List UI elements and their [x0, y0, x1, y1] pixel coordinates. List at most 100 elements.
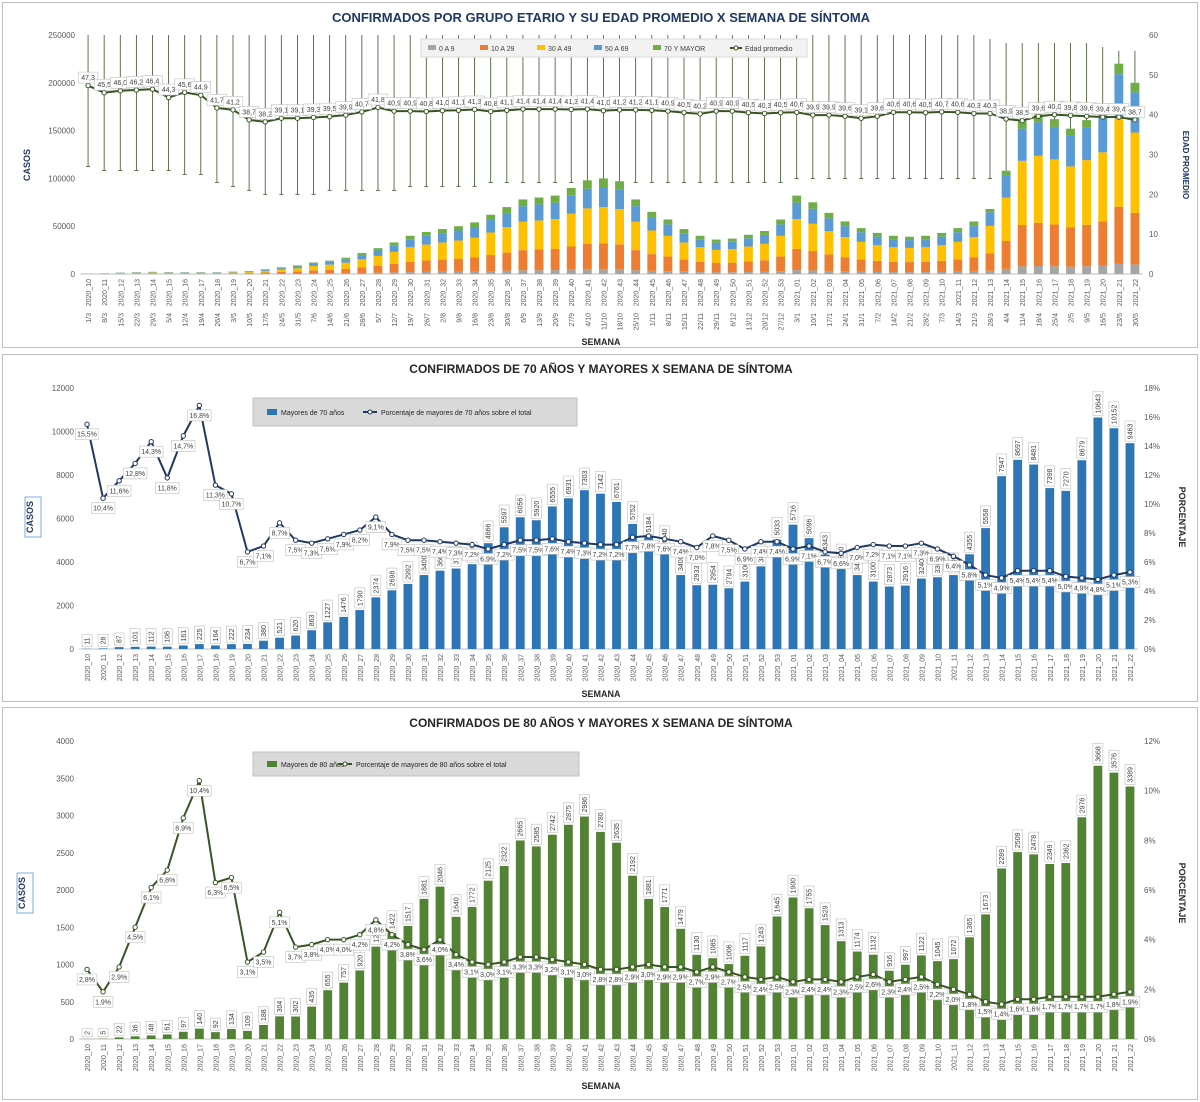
bar-segment-50-a-69: [470, 227, 480, 238]
x-tick-date: 28/2: [924, 313, 931, 327]
over-80-bar: [403, 925, 413, 1039]
age-average-label: 41,4: [516, 99, 530, 106]
age-average-point: [906, 109, 913, 115]
over-80-percentage-point: [148, 884, 154, 891]
bar-segment-10-a-29: [244, 273, 254, 274]
over-80-percentage-label: 2,5%: [913, 984, 929, 991]
bar-segment-50-a-69: [534, 204, 544, 221]
x-tick-week: 2020_50: [727, 1044, 734, 1071]
chart-70-plus-svg: CONFIRMADOS DE 70 AÑOS Y MAYORES X SEMAN…: [24, 361, 1187, 699]
over-80-bar: [419, 898, 429, 1039]
x-tick-date: 2/8: [440, 313, 447, 323]
x-tick-week: 2020_23: [295, 279, 302, 306]
over-80-bar-label: 1673: [983, 895, 990, 911]
x-tick-week: 2020_24: [310, 1044, 317, 1071]
over-70-percentage-label-box: [171, 440, 196, 452]
bar-segment-10-a-29: [276, 271, 286, 274]
age-average-point: [246, 117, 252, 123]
over-70-percentage-label: 7,4%: [432, 549, 448, 556]
over-70-percentage-label-box: [123, 467, 148, 480]
bar-segment-70-y-mayor: [776, 219, 786, 225]
bar-segment-70-y-mayor: [293, 265, 302, 267]
over-80-bar-label-box: [306, 988, 317, 1005]
x-tick-week: 2020_46: [663, 654, 670, 681]
over-70-percentage-point: [629, 534, 636, 541]
over-70-bar-label: 101: [133, 631, 140, 643]
age-average-point: [198, 92, 204, 98]
over-80-bar-label: 109: [245, 1015, 252, 1027]
over-70-percentage-point: [148, 438, 154, 445]
over-80-bar-label-box: [210, 1017, 221, 1031]
bar-segment-50-a-69: [341, 259, 351, 263]
age-average-point: [649, 107, 655, 113]
over-70-percentage-label: 7,1%: [801, 554, 817, 561]
over-70-bar-label-box: [723, 565, 735, 587]
over-70-percentage-label: 7,6%: [657, 546, 673, 553]
chart-panel-age-groups: CONFIRMADOS POR GRUPO ETARIO Y SU EDAD P…: [2, 2, 1198, 348]
over-80-percentage-point: [1127, 989, 1133, 995]
over-80-bar-label: 3668: [1095, 746, 1102, 762]
over-80-bar-label: 1772: [470, 887, 477, 903]
x-tick-week: 2020_24: [310, 654, 317, 681]
over-80-percentage-label: 2,3%: [785, 989, 801, 996]
bar-segment-70-y-mayor: [341, 257, 351, 260]
x-tick-week: 2020_24: [312, 279, 319, 306]
x-tick-week: 2020_39: [550, 654, 557, 681]
x-tick-date: 21/6: [344, 313, 351, 327]
over-80-bar-label: 1640: [454, 897, 461, 913]
over-70-bar-label: 863: [309, 614, 316, 626]
over-70-percentage-label-box: [686, 551, 707, 564]
over-70-bar-label-box: [1012, 437, 1023, 459]
over-70-percentage-label: 7,2%: [496, 552, 512, 559]
x-tick-date: 26/7: [424, 313, 431, 327]
age-average-point: [1132, 117, 1138, 123]
x-tick-week: 2021_11: [951, 654, 958, 681]
over-80-bar-label-box: [322, 971, 334, 989]
x-tick-week: 2021_01: [791, 654, 798, 681]
bar-segment-10-a-29: [808, 251, 818, 271]
x-tick-week: 2021_12: [968, 654, 975, 681]
age-average-label: 38,7: [242, 109, 256, 116]
bar-segment-10-a-29: [647, 254, 657, 271]
x-tick-week: 2020_29: [390, 1044, 397, 1071]
bar-segment-0-a-9: [615, 269, 624, 274]
over-70-percentage-label: 15,5%: [77, 432, 97, 439]
bar-segment-10-a-29: [1066, 227, 1075, 267]
over-80-bar-label-box: [883, 952, 895, 970]
over-70-percentage-point: [822, 549, 828, 555]
age-average-label: 40,5: [919, 102, 933, 109]
age-average-label: 40,8: [419, 101, 433, 108]
over-70-bar-label: 112: [149, 631, 156, 642]
over-70-bar-label-box: [530, 497, 542, 519]
over-80-percentage-point: [774, 974, 780, 980]
bar-segment-70-y-mayor: [760, 230, 769, 235]
age-average-label: 41,2: [629, 99, 643, 106]
over-70-percentage-label-box: [959, 569, 980, 581]
age-average-point: [214, 105, 220, 111]
x-tick-week: 2020_15: [165, 654, 172, 681]
over-80-bar-label: 36: [133, 1024, 140, 1032]
x-tick-date: 8/3: [102, 313, 109, 323]
bar-segment-0-a-9: [1114, 263, 1124, 274]
bar-segment-30-a-49: [743, 246, 753, 262]
age-average-point: [165, 94, 172, 101]
y2-tick-label: 12%: [1144, 471, 1160, 480]
over-80-bar-label: 92: [213, 1020, 220, 1028]
bar-segment-30-a-49: [760, 243, 769, 261]
age-average-point: [616, 107, 623, 113]
bar-segment-0-a-9: [1066, 266, 1075, 274]
y-tick-label: 6000: [56, 515, 74, 524]
over-80-percentage-label: 2,6%: [865, 982, 881, 989]
bar-segment-30-a-49: [293, 268, 302, 272]
over-80-percentage-label: 1,5%: [978, 1009, 994, 1016]
over-70-percentage-label: 7,5%: [528, 548, 544, 555]
bar-segment-0-a-9: [1033, 266, 1043, 274]
over-80-bar-label-box: [274, 997, 285, 1015]
over-70-bar-label: 7270: [1063, 471, 1070, 487]
bar-segment-50-a-69: [1114, 74, 1124, 119]
over-80-bar-label: 1313: [839, 922, 846, 938]
age-average-label: 39,8: [1064, 105, 1078, 112]
over-70-bar: [1093, 417, 1103, 649]
over-80-percentage-label-box: [125, 931, 146, 944]
over-80-percentage-point: [405, 941, 411, 948]
